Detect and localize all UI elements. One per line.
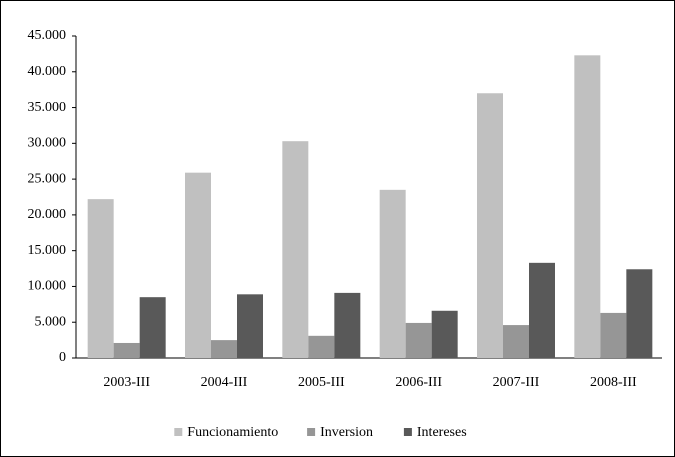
- x-tick-label: 2003-III: [103, 375, 150, 390]
- legend-label: Inversion: [320, 425, 373, 440]
- bar: [529, 262, 555, 358]
- y-tick-label: 15.000: [28, 243, 67, 258]
- bar: [574, 55, 601, 358]
- bar: [282, 141, 309, 358]
- bar: [87, 199, 114, 358]
- bar: [308, 335, 335, 358]
- bar: [379, 189, 406, 358]
- legend-label: Funcionamiento: [187, 425, 278, 440]
- bar: [503, 325, 529, 358]
- bar: [405, 322, 432, 358]
- x-tick-label: 2006-III: [395, 375, 442, 390]
- y-tick-label: 0: [59, 350, 66, 365]
- y-tick-label: 10.000: [28, 279, 67, 294]
- bar: [477, 93, 503, 358]
- legend-swatch: [307, 428, 316, 436]
- y-tick-label: 30.000: [28, 136, 67, 151]
- y-tick-label: 45.000: [28, 28, 67, 43]
- bar: [237, 294, 263, 358]
- bar: [334, 292, 361, 358]
- legend-swatch: [403, 428, 412, 436]
- legend-swatch: [174, 428, 183, 436]
- legend-label: Intereses: [417, 425, 467, 440]
- x-tick-label: 2008-III: [590, 375, 637, 390]
- y-tick-label: 35.000: [28, 100, 67, 115]
- bar: [139, 297, 166, 358]
- bar: [600, 312, 627, 358]
- bar: [626, 269, 653, 358]
- y-tick-label: 40.000: [28, 64, 67, 79]
- x-tick-label: 2005-III: [298, 375, 345, 390]
- x-tick-label: 2004-III: [201, 375, 248, 390]
- y-tick-label: 25.000: [28, 171, 67, 186]
- bar: [211, 340, 237, 358]
- y-tick-label: 20.000: [28, 207, 67, 222]
- y-tick-label: 5.000: [35, 314, 67, 329]
- bar: [431, 310, 458, 358]
- bar: [113, 342, 140, 358]
- bar: [185, 172, 211, 358]
- x-tick-label: 2007-III: [493, 375, 540, 390]
